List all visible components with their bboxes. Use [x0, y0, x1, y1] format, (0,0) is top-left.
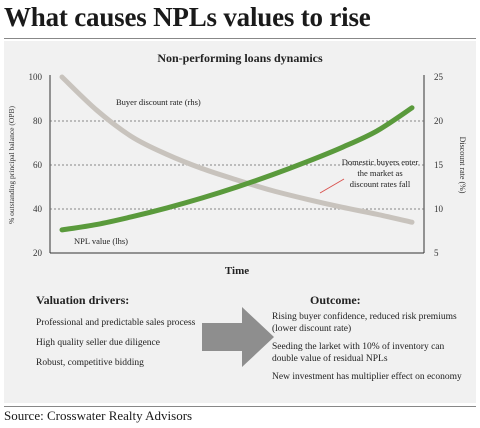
left-tick-label: 40	[33, 204, 43, 214]
driver-item: Robust, competitive bidding	[36, 358, 144, 368]
annotation-leader	[319, 178, 345, 194]
outcome-title: Outcome:	[310, 293, 361, 307]
outcome-item: Rising buyer confidence, reduced risk pr…	[272, 312, 457, 334]
right-tick-label: 5	[434, 248, 439, 258]
infographic-card: Non-performing loans dynamics 20 40 60 80 100…	[4, 41, 476, 403]
source-note: Source: Crosswater Realty Advisors	[4, 408, 193, 423]
valuation-drivers-title: Valuation drivers:	[36, 293, 130, 307]
right-tick-label: 20	[434, 116, 444, 126]
left-tick-label: 60	[33, 160, 43, 170]
outcome-item: New investment has multiplier effect on …	[272, 372, 462, 382]
left-tick-label: 100	[29, 72, 43, 82]
annotation-text: the market as	[357, 168, 402, 178]
outcome-item: Seeding the larket with 10% of inventory…	[272, 342, 445, 364]
discount-rate-line	[59, 74, 415, 225]
driver-item: High quality seller due diligence	[36, 338, 160, 348]
left-tick-label: 20	[33, 248, 43, 258]
right-axis-label: Discount rate (%)	[458, 137, 467, 194]
discount-rate-label: Buyer discount rate (rhs)	[116, 97, 201, 107]
npl-value-line	[59, 105, 415, 233]
left-tick-label: 80	[33, 116, 43, 126]
npl-dynamics-chart: Non-performing loans dynamics 20 40 60 80 100…	[7, 51, 467, 277]
right-tick-label: 10	[434, 204, 444, 214]
chart-title: Non-performing loans dynamics	[157, 51, 323, 65]
driver-item: Professional and predictable sales proce…	[36, 318, 196, 328]
left-axis-label: % outstanding principal balance (OPB)	[7, 106, 16, 224]
annotation-text: Domestic buyers enter	[342, 157, 419, 167]
npl-value-label: NPL value (lhs)	[74, 236, 128, 246]
annotation-text: discount rates fall	[350, 179, 411, 189]
bottom-rule	[4, 406, 476, 407]
headline: What causes NPLs values to rise	[4, 2, 371, 32]
right-tick-label: 25	[434, 72, 444, 82]
right-arrow-icon	[202, 307, 274, 367]
top-rule	[4, 38, 476, 39]
right-tick-label: 15	[434, 160, 444, 170]
x-axis-label: Time	[225, 265, 249, 277]
